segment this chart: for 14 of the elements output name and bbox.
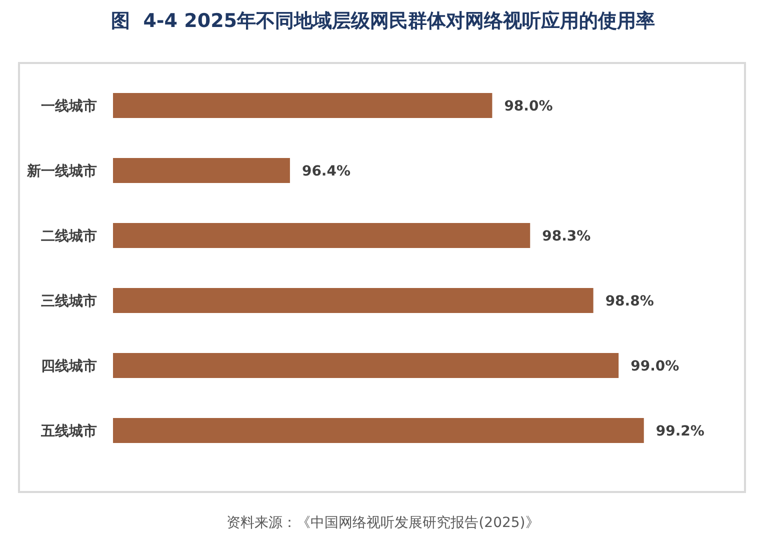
data-label: 96.4% <box>302 163 351 180</box>
text: 资料来源：《中国网络视听发展研究报告(2025)》 <box>226 514 540 532</box>
y-tick-label: 一线城市 <box>41 98 97 114</box>
data-label: 98.8% <box>605 293 654 310</box>
data-label: 98.0% <box>504 98 553 114</box>
data-label: 99.0% <box>630 358 680 374</box>
y-tick-label: 二线城市 <box>41 228 97 244</box>
y-tick-label: 新一线城市 <box>26 162 97 180</box>
data-label: 98.3% <box>542 228 591 244</box>
data-label: 99.2% <box>656 423 704 440</box>
y-tick-label: 三线城市 <box>41 292 97 310</box>
chart-title: 图 4-4 2025年不同地域层级网民群体对网络视听应用的使用率 <box>110 9 656 34</box>
y-tick-label: 五线城市 <box>40 422 97 440</box>
y-tick-label: 四线城市 <box>41 358 97 374</box>
